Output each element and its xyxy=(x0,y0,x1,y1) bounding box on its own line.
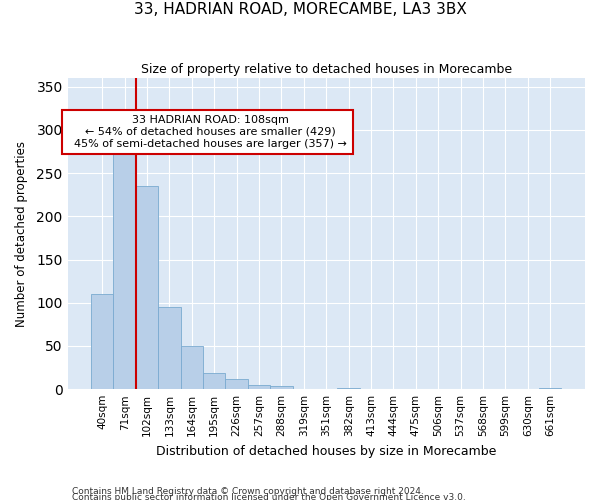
Text: 33, HADRIAN ROAD, MORECAMBE, LA3 3BX: 33, HADRIAN ROAD, MORECAMBE, LA3 3BX xyxy=(134,2,466,18)
Bar xyxy=(337,388,360,389)
Bar xyxy=(226,379,248,389)
Bar xyxy=(248,385,270,389)
Bar xyxy=(158,307,181,389)
Bar xyxy=(539,388,562,389)
Text: Contains public sector information licensed under the Open Government Licence v3: Contains public sector information licen… xyxy=(72,492,466,500)
Bar xyxy=(270,386,293,389)
Y-axis label: Number of detached properties: Number of detached properties xyxy=(15,140,28,326)
Bar xyxy=(203,373,226,389)
Text: 33 HADRIAN ROAD: 108sqm
  ← 54% of detached houses are smaller (429)
  45% of se: 33 HADRIAN ROAD: 108sqm ← 54% of detache… xyxy=(67,116,347,148)
Text: Contains HM Land Registry data © Crown copyright and database right 2024.: Contains HM Land Registry data © Crown c… xyxy=(72,486,424,496)
Bar xyxy=(136,186,158,389)
X-axis label: Distribution of detached houses by size in Morecambe: Distribution of detached houses by size … xyxy=(156,444,496,458)
Bar xyxy=(113,147,136,389)
Bar xyxy=(91,294,113,389)
Title: Size of property relative to detached houses in Morecambe: Size of property relative to detached ho… xyxy=(141,62,512,76)
Bar xyxy=(181,346,203,389)
